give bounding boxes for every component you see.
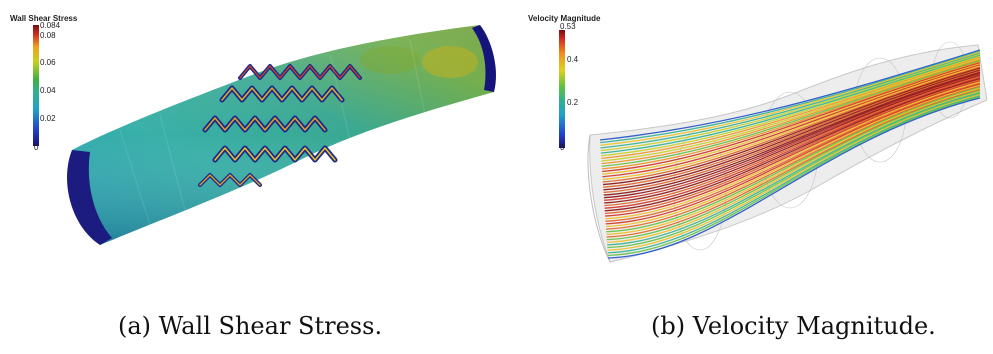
streamline xyxy=(600,52,981,149)
streamline xyxy=(605,81,981,220)
streamline xyxy=(606,89,981,241)
streamline xyxy=(607,95,981,254)
colorbar-tick: 0 xyxy=(560,143,565,152)
caption-a: (a) Wall Shear Stress. xyxy=(118,312,383,340)
streamline xyxy=(603,70,981,194)
streamline xyxy=(599,49,981,141)
streamline xyxy=(606,86,981,233)
streamline xyxy=(600,51,981,146)
streamline xyxy=(607,93,981,249)
streamline xyxy=(607,97,981,259)
streamline xyxy=(605,80,981,217)
streamline xyxy=(604,76,981,207)
streamline xyxy=(604,77,981,209)
colorbar-tick: 0.2 xyxy=(567,98,579,107)
streamline xyxy=(600,50,981,144)
colorbar-velocity xyxy=(559,30,565,148)
streamlines xyxy=(599,49,981,259)
streamline xyxy=(602,63,981,175)
streamline xyxy=(601,58,981,165)
colorbar-tick: 0 xyxy=(34,143,39,152)
streamline xyxy=(600,54,981,154)
streamline xyxy=(607,96,981,257)
streamline xyxy=(600,53,981,152)
caption-b: (b) Velocity Magnitude. xyxy=(651,312,936,340)
streamline xyxy=(607,94,981,251)
colorbar-wss xyxy=(33,25,39,146)
panel-velocity-magnitude: Velocity Magnitude 0.53 0.4 0.2 0 (b) Ve… xyxy=(500,0,993,354)
streamline xyxy=(605,82,981,222)
streamline xyxy=(606,90,981,243)
streamline xyxy=(604,79,981,215)
colorbar-tick: 0.08 xyxy=(40,31,56,40)
streamline xyxy=(602,62,981,173)
streamline xyxy=(602,67,981,186)
streamline xyxy=(607,92,981,246)
streamline xyxy=(603,68,981,188)
streamline xyxy=(602,65,981,180)
colorbar-tick: 0.084 xyxy=(40,21,61,30)
wss-vessel-render xyxy=(67,25,497,245)
colorbar-tick: 0.06 xyxy=(40,58,56,67)
streamline xyxy=(602,64,981,178)
streamline xyxy=(604,78,981,212)
panel-wall-shear-stress: Wall Shear Stress 0.084 0.08 0.06 0.04 0… xyxy=(10,14,497,340)
colorbar-tick: 0.4 xyxy=(567,55,579,64)
streamline xyxy=(604,74,981,204)
streamline xyxy=(605,83,981,225)
streamline xyxy=(602,66,981,183)
colorbar-tick: 0.53 xyxy=(560,22,576,31)
streamline xyxy=(606,85,981,230)
streamline xyxy=(603,71,981,196)
colorbar-title: Velocity Magnitude xyxy=(528,14,601,23)
streamline xyxy=(601,61,981,170)
streamline xyxy=(604,73,981,201)
streamline xyxy=(601,55,981,157)
colorbar-tick: 0.02 xyxy=(40,114,56,123)
streamline xyxy=(606,88,981,238)
streamline xyxy=(601,57,981,162)
streamline xyxy=(606,87,981,236)
colorbar-title: Wall Shear Stress xyxy=(10,14,78,23)
streamline xyxy=(605,84,981,228)
streamline xyxy=(603,69,981,191)
velocity-streamlines-render xyxy=(587,41,988,263)
streamline xyxy=(603,72,981,199)
colorbar-tick: 0.04 xyxy=(40,86,56,95)
streamline xyxy=(601,60,981,167)
streamline xyxy=(601,56,981,160)
